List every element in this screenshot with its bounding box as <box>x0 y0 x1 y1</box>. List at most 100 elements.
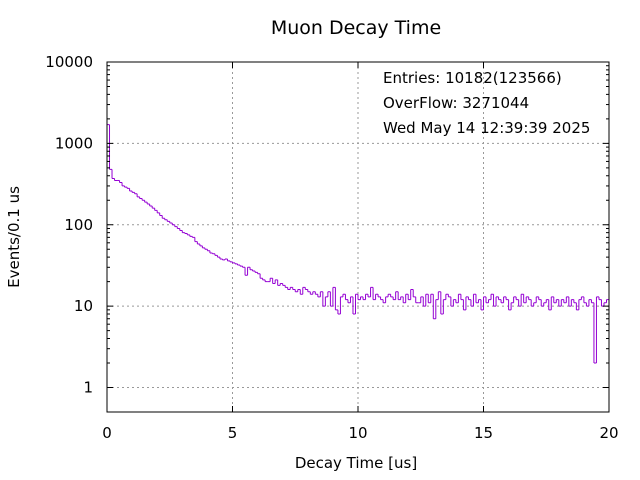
histogram-bin <box>450 296 454 307</box>
histogram-bin <box>442 299 446 315</box>
histogram-bin <box>558 299 562 307</box>
histogram-bin <box>139 196 143 200</box>
histogram-bin <box>307 289 311 293</box>
histogram-bin <box>488 299 492 303</box>
histogram-bin <box>598 296 602 301</box>
histogram-bin <box>174 224 178 228</box>
histogram-bin <box>457 293 461 303</box>
histogram-bin <box>151 205 155 209</box>
histogram-bin <box>495 296 499 307</box>
histogram-bin <box>252 269 256 272</box>
histogram-bin <box>154 208 158 211</box>
histogram-bin <box>259 273 263 279</box>
histogram-bin <box>467 296 471 301</box>
histogram-bin <box>111 169 115 180</box>
histogram-bin <box>412 289 416 298</box>
histogram-bin <box>284 285 288 288</box>
histogram-bin <box>156 210 160 214</box>
histogram-bin <box>365 293 369 300</box>
histogram-bin <box>360 296 364 300</box>
histogram-bin <box>503 296 507 303</box>
histogram-bin <box>483 296 487 310</box>
y-tick-label: 1000 <box>55 134 93 152</box>
y-tick-label: 1 <box>83 379 93 397</box>
histogram-bin <box>528 296 532 301</box>
x-tick-label: 20 <box>599 424 618 442</box>
histogram-bin <box>232 261 236 264</box>
histogram-bin <box>540 299 544 307</box>
histogram-bin <box>199 244 203 247</box>
histogram-bin <box>477 299 481 303</box>
histogram-bin <box>505 296 509 301</box>
histogram-bin <box>349 296 353 303</box>
histogram-bin <box>513 296 517 303</box>
histogram-bin <box>201 245 205 249</box>
x-axis-label: Decay Time [us] <box>295 454 417 472</box>
histogram-bin <box>141 198 145 201</box>
histogram-bin <box>334 287 338 311</box>
histogram-bin <box>377 294 381 298</box>
histogram-bin <box>422 296 426 307</box>
histogram-bin <box>264 279 268 283</box>
histogram-bin <box>470 299 474 307</box>
histogram-bin <box>211 252 215 255</box>
histogram-bin <box>530 299 534 307</box>
histogram-bin <box>247 266 251 276</box>
histogram-bin <box>194 237 198 243</box>
histogram-bin <box>583 296 587 304</box>
histogram-bin <box>257 272 261 275</box>
histogram-bin <box>272 278 276 284</box>
histogram-bin <box>282 283 286 286</box>
histogram-bin <box>149 203 153 207</box>
info-overflow: OverFlow: 3271044 <box>383 94 529 112</box>
chart-title: Muon Decay Time <box>271 17 441 39</box>
histogram-bin <box>224 258 228 260</box>
histogram-bin <box>314 291 318 295</box>
histogram-bin <box>425 293 429 307</box>
histogram-bin <box>354 293 358 315</box>
histogram-bin <box>337 309 341 315</box>
histogram-bin <box>244 267 248 276</box>
histogram-bin <box>144 200 148 203</box>
histogram-bin <box>555 299 559 303</box>
histogram-bin <box>254 271 258 273</box>
histogram-bin <box>390 294 394 298</box>
histogram-bin <box>277 279 281 286</box>
histogram-bin <box>385 296 389 303</box>
histogram-bin <box>595 296 599 364</box>
histogram-bin <box>400 296 404 300</box>
histogram-bin <box>159 212 163 216</box>
histogram-bin <box>216 255 220 258</box>
histogram-bin <box>405 293 409 303</box>
info-entries: Entries: 10182(123566) <box>383 69 562 87</box>
info-date: Wed May 14 12:39:39 2025 <box>383 119 590 137</box>
histogram-bin <box>229 260 233 263</box>
histogram-bin <box>304 287 308 291</box>
y-axis: 1 10 100 1000 10000 <box>45 53 609 397</box>
histogram-bin <box>242 266 246 268</box>
histogram-bin <box>146 202 150 205</box>
histogram-bin <box>560 299 564 307</box>
histogram-bin <box>297 289 301 292</box>
histogram-bin <box>181 230 185 234</box>
histogram-bin <box>171 223 175 226</box>
histogram-bin <box>580 296 584 300</box>
y-axis-label: Events/0.1 us <box>5 186 23 288</box>
histogram-bin <box>570 299 574 307</box>
histogram-bin <box>186 233 190 236</box>
histogram-bin <box>472 293 476 307</box>
histogram-bin <box>121 182 125 187</box>
histogram-bin <box>410 289 414 300</box>
histogram-bin <box>432 294 436 320</box>
histogram-bin <box>498 296 502 301</box>
histogram-bin <box>324 296 328 307</box>
histogram-bin <box>565 296 569 303</box>
y-tick-label: 100 <box>64 216 93 234</box>
histogram-bin <box>525 296 529 303</box>
histogram-bin <box>603 302 607 307</box>
histogram-bin <box>452 299 456 307</box>
histogram-bin <box>515 296 519 301</box>
histogram-bin <box>124 185 128 188</box>
y-tick-label: 10000 <box>45 53 93 71</box>
